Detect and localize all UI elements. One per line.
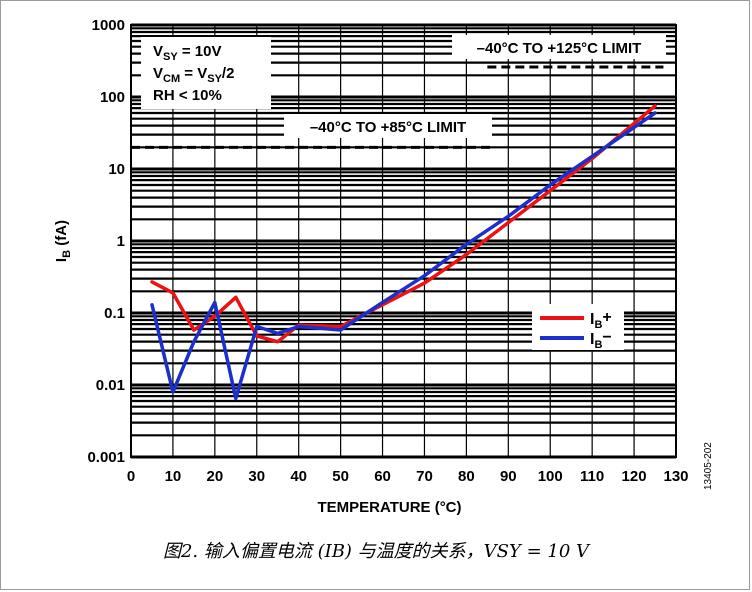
limit-label-85-bg [284, 114, 492, 138]
figure-code: 13405-202 [703, 442, 714, 490]
x-tick-label: 20 [207, 468, 224, 485]
x-axis-label: TEMPERATURE (°C) [317, 499, 461, 516]
condition-vsy: VSY = 10V [153, 43, 222, 63]
x-tick-label: 80 [458, 468, 475, 485]
conditions-box [141, 37, 271, 109]
plot-border [130, 24, 677, 458]
x-tick-label: 70 [416, 468, 433, 485]
y-tick-label: 0.1 [104, 305, 125, 322]
y-tick-label: 100 [100, 89, 125, 106]
x-tick-label: 50 [332, 468, 349, 485]
y-tick-label: 1000 [92, 17, 125, 34]
y-tick-label: 10 [108, 161, 125, 178]
chart: 0 10 20 30 40 50 60 70 80 90 100 110 120 1300.0010.01… [53, 17, 689, 516]
legend-label: IB+ [590, 309, 612, 331]
legend-box [532, 304, 624, 350]
x-tick-label: 110 [580, 468, 604, 485]
figure-caption: 图2. 输入偏置电流 (IB) 与温度的关系，VSY = 10 V [162, 541, 590, 562]
series-line-ib-minus [150, 111, 657, 401]
legend-label: IB− [590, 329, 612, 351]
limit-label-125: –40°C TO +125°C LIMIT [477, 40, 642, 57]
x-tick-label: 90 [500, 468, 517, 485]
x-tick-label: 0 [127, 468, 135, 485]
x-tick-label: 30 [248, 468, 265, 485]
y-tick-label: 0.001 [87, 449, 125, 466]
x-tick-label: 60 [374, 468, 391, 485]
x-tick-label: 40 [290, 468, 307, 485]
x-tick-label: 120 [622, 468, 647, 485]
x-tick-label: 100 [538, 468, 563, 485]
y-tick-label: 0.01 [96, 377, 125, 394]
y-axis-label: IB (fA) [53, 220, 73, 262]
limit-label-85: –40°C TO +85°C LIMIT [310, 119, 466, 136]
y-tick-label: 1 [117, 233, 125, 250]
condition-rh: RH < 10% [153, 87, 222, 104]
condition-vcm: VCM = VSY/2 [153, 65, 234, 85]
x-tick-label: 130 [663, 468, 688, 485]
x-tick-label: 10 [165, 468, 182, 485]
limit-label-125-bg [452, 35, 666, 59]
